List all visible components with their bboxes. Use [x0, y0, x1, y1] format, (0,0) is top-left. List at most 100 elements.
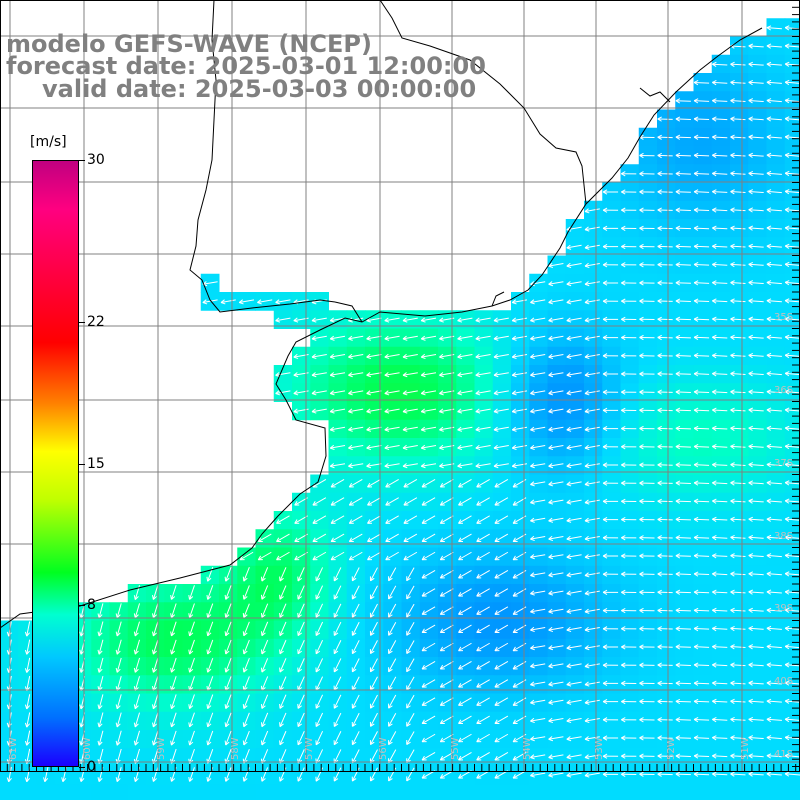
wind-arrow: [748, 536, 764, 539]
wind-arrow: [494, 624, 509, 633]
wind-arrowhead: [402, 393, 408, 396]
wind-arrowhead: [206, 649, 209, 655]
wind-arrowhead: [784, 554, 790, 559]
wind-arrowhead: [402, 320, 408, 323]
longitude-label: 61W: [8, 737, 19, 760]
wind-arrowhead: [748, 516, 754, 520]
wind-arrowhead: [151, 631, 154, 637]
wind-speed-cell: [620, 693, 640, 713]
wind-speed-cell: [310, 657, 329, 676]
wind-arrowhead: [330, 537, 334, 542]
wind-arrowhead: [693, 535, 699, 538]
wind-arrow: [457, 354, 473, 358]
wind-arrowhead: [457, 411, 463, 414]
wind-arrowhead: [6, 740, 10, 746]
wind-arrowhead: [693, 355, 699, 359]
wind-arrow: [297, 712, 305, 727]
wind-arrowhead: [693, 571, 699, 575]
wind-arrowhead: [784, 773, 790, 777]
wind-arrowhead: [548, 520, 554, 523]
wind-speed-cell: [438, 784, 457, 800]
wind-arrow: [493, 408, 509, 413]
wind-arrowhead: [458, 573, 462, 579]
wind-arrow: [766, 172, 782, 175]
wind-arrowhead: [766, 753, 772, 757]
wind-arrowhead: [566, 447, 572, 451]
wind-speed-cell: [657, 438, 676, 457]
wind-speed-cell: [565, 492, 585, 512]
wind-speed-cell: [492, 511, 512, 530]
wind-arrowhead: [511, 317, 517, 322]
wind-arrow: [766, 190, 782, 194]
wind-arrowhead: [602, 280, 608, 284]
wind-arrowhead: [766, 573, 771, 577]
wind-arrow: [766, 336, 782, 339]
wind-arrowhead: [151, 777, 154, 782]
wind-speed-cell: [401, 383, 421, 402]
wind-arrow: [170, 694, 177, 709]
wind-arrow: [388, 603, 397, 618]
wind-arrowhead: [748, 152, 754, 156]
wind-arrowhead: [657, 737, 662, 741]
wind-arrowhead: [548, 408, 553, 413]
wind-arrow: [388, 658, 397, 673]
wind-arrow: [766, 536, 782, 539]
wind-arrowhead: [584, 738, 590, 742]
wind-arrowhead: [748, 443, 754, 447]
wind-arrowhead: [657, 353, 662, 357]
wind-arrow: [712, 427, 728, 430]
wind-speed-cell: [638, 675, 658, 694]
wind-arrow: [494, 515, 509, 524]
wind-speed-cell: [730, 638, 749, 658]
wind-arrowhead: [439, 501, 444, 506]
wind-speed-cell: [784, 438, 800, 457]
wind-arrowhead: [784, 443, 790, 447]
wind-arrowhead: [458, 537, 462, 542]
wind-speed-cell: [584, 383, 603, 402]
wind-arrowhead: [766, 172, 771, 177]
wind-arrowhead: [712, 116, 717, 120]
wind-arrowhead: [421, 374, 426, 378]
wind-arrowhead: [494, 701, 498, 706]
wind-speed-cell: [547, 547, 567, 567]
wind-arrow: [403, 479, 418, 488]
colorbar-tick-mark: [79, 605, 85, 607]
wind-arrowhead: [621, 371, 626, 375]
wind-speed-cell: [328, 565, 348, 585]
wind-arrowhead: [730, 61, 735, 65]
wind-arrowhead: [639, 207, 644, 211]
wind-arrowhead: [366, 356, 372, 360]
wind-arrowhead: [621, 571, 626, 575]
wind-arrowhead: [584, 720, 590, 724]
wind-arrow: [315, 567, 324, 582]
wind-arrowhead: [170, 613, 172, 618]
wind-arrowhead: [566, 629, 572, 633]
wind-arrowhead: [384, 320, 390, 323]
wind-speed-cell: [492, 529, 512, 548]
wind-speed-cell: [675, 492, 694, 512]
wind-arrowhead: [675, 446, 681, 450]
wind-arrowhead: [693, 152, 699, 156]
wind-arrowhead: [439, 429, 444, 432]
wind-speed-cell: [511, 620, 530, 640]
wind-arrow: [207, 712, 214, 728]
wind-speed-cell: [419, 438, 439, 457]
wind-speed-cell: [584, 511, 603, 530]
wind-arrow: [748, 281, 764, 285]
wind-speed-cell: [638, 456, 658, 475]
wind-speed-cell: [730, 784, 749, 800]
wind-arrowhead: [566, 411, 572, 414]
wind-arrowhead: [512, 719, 516, 724]
wind-speed-cell: [565, 657, 585, 676]
wind-arrowhead: [330, 519, 334, 524]
wind-arrowhead: [584, 299, 589, 303]
wind-arrowhead: [675, 735, 681, 739]
wind-arrowhead: [712, 516, 717, 520]
wind-speed-cell: [273, 638, 293, 658]
wind-arrowhead: [512, 338, 517, 341]
wind-speed-cell: [565, 529, 585, 548]
wind-arrowhead: [621, 171, 626, 175]
wind-arrow: [566, 426, 582, 431]
wind-arrowhead: [242, 649, 245, 655]
wind-arrow: [748, 409, 764, 412]
